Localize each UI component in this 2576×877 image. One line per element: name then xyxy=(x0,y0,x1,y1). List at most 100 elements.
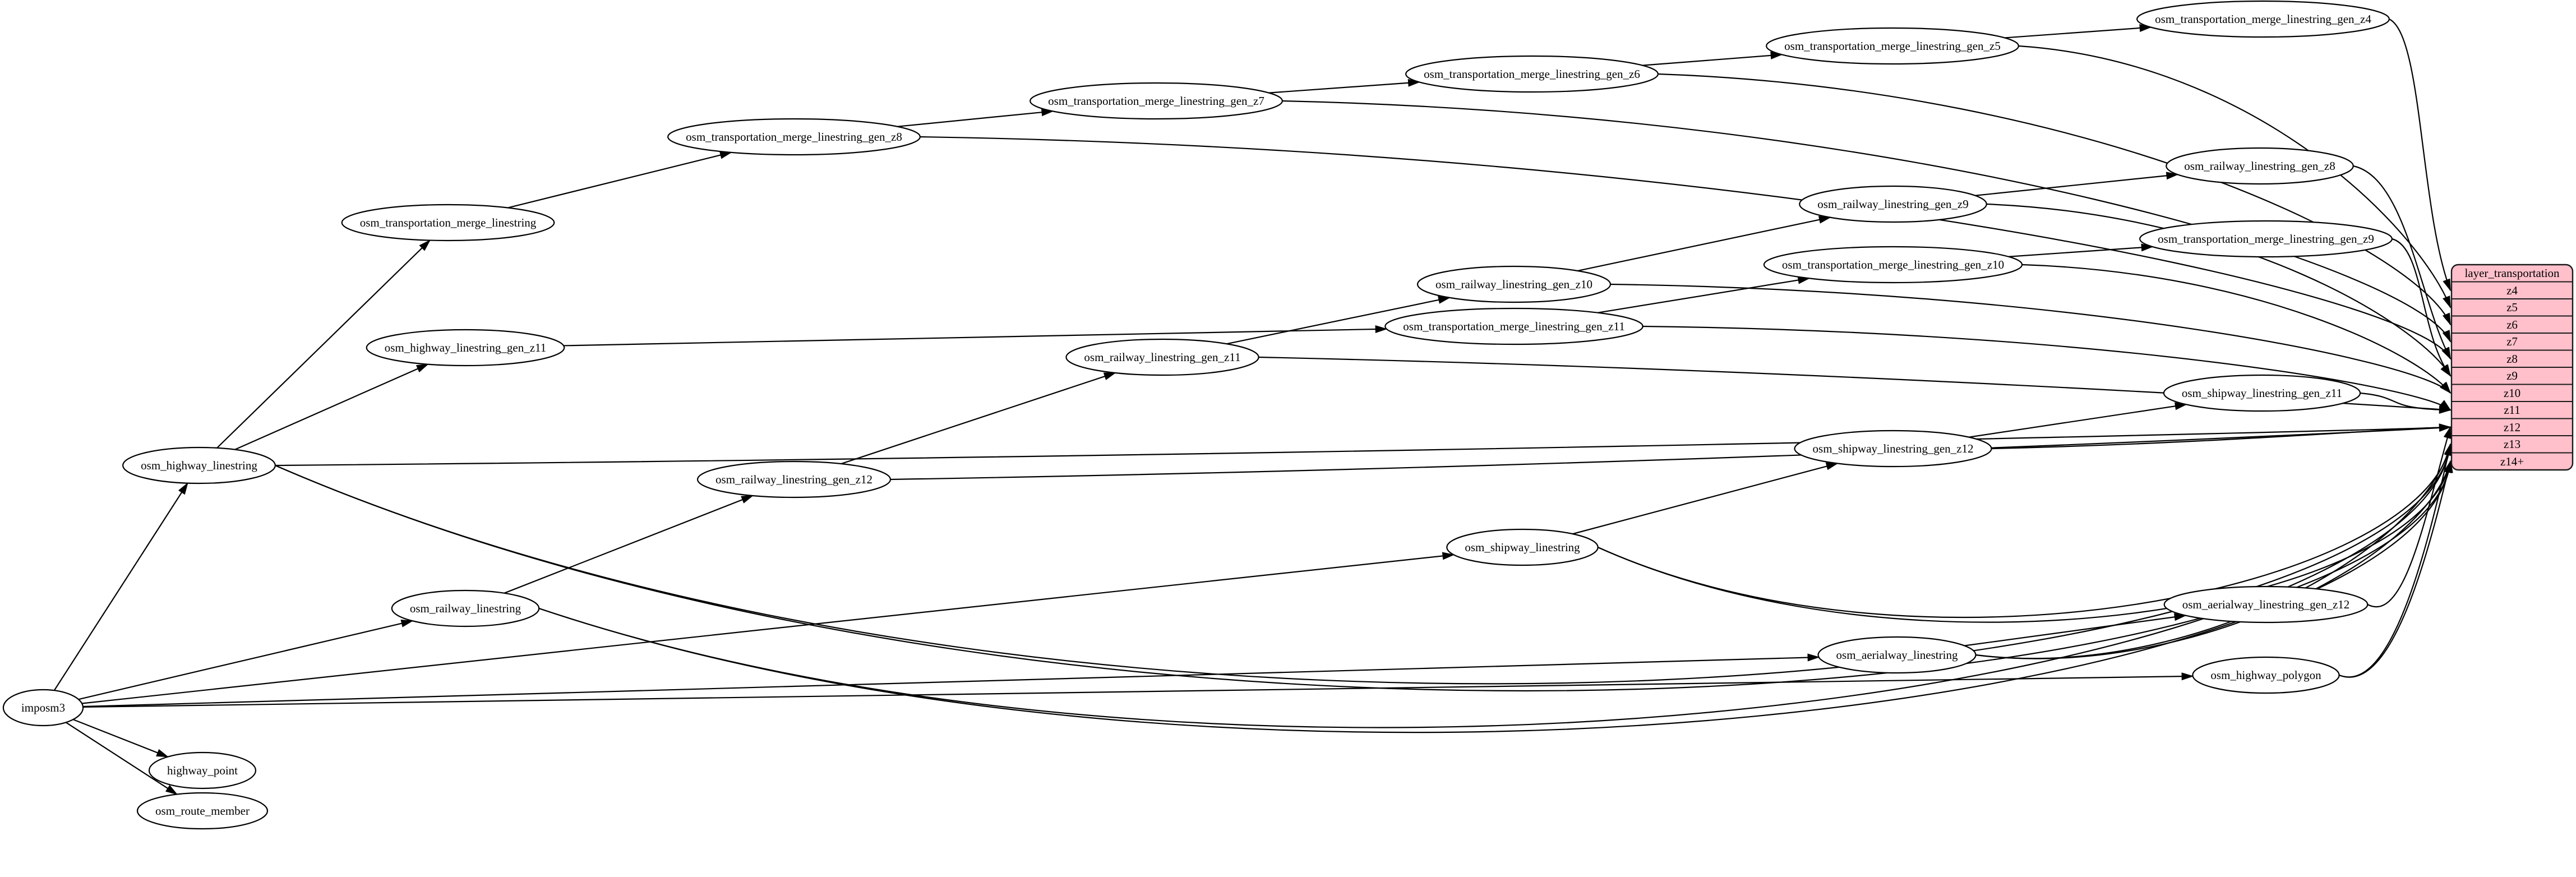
table-row-z13: z13 xyxy=(2504,437,2520,451)
node-ellipse xyxy=(122,446,276,484)
node-imposm3: imposm3 xyxy=(2,689,84,727)
table-row-z11: z11 xyxy=(2504,403,2520,417)
edge-osm_transportation_merge_linestring_gen_z5-to-osm_transportation_merge_linestring_gen_z4 xyxy=(2005,24,2152,39)
edge-osm_highway_polygon-to-row-z14+ xyxy=(2339,460,2452,678)
edge-osm_transportation_merge_linestring_gen_z7-to-row-z7 xyxy=(1282,100,2452,343)
edge-osm_railway_linestring_gen_z11-to-osm_railway_linestring_gen_z10 xyxy=(1226,296,1451,345)
edge-osm_highway_linestring-to-row-z14+ xyxy=(275,460,2453,692)
edge-imposm3-to-osm_highway_linestring xyxy=(53,482,188,691)
table-row-z14: z14+ xyxy=(2500,455,2524,468)
edge-osm_transportation_merge_linestring_gen_z6-to-osm_transportation_merge_linestring_gen_z5 xyxy=(1642,51,1783,66)
edge-imposm3-to-osm_route_member xyxy=(65,722,178,795)
node-ellipse xyxy=(2139,220,2393,258)
node-ellipse xyxy=(1766,27,2019,65)
node-ellipse xyxy=(391,589,540,627)
node-label: osm_highway_linestring xyxy=(141,459,257,472)
node-ellipse xyxy=(1446,528,1599,566)
node-label: osm_transportation_merge_linestring_gen_… xyxy=(1782,258,2004,271)
edge-osm_shipway_linestring_gen_z12-to-osm_shipway_linestring_gen_z11 xyxy=(1969,402,2187,438)
node-ellipse xyxy=(2163,374,2361,412)
node-osm-railway-linestring-gen-z8: osm_railway_linestring_gen_z8 xyxy=(2166,147,2354,185)
node-ellipse xyxy=(1794,430,1992,468)
edge-osm_railway_linestring_gen_z11-to-row-z11 xyxy=(1258,356,2452,413)
edge-imposm3-to-osm_railway_linestring xyxy=(78,619,414,700)
node-label: osm_railway_linestring_gen_z12 xyxy=(715,473,872,486)
edge-imposm3-to-osm_highway_polygon xyxy=(83,672,2194,708)
node-label: osm_aerialway_linestring_gen_z12 xyxy=(2182,598,2350,611)
node-osm-transportation-merge-linestring-gen-z9: osm_transportation_merge_linestring_gen_… xyxy=(2139,220,2393,258)
node-osm-shipway-linestring-gen-z11: osm_shipway_linestring_gen_z11 xyxy=(2163,374,2361,412)
node-ellipse xyxy=(1030,82,1283,120)
node-osm-transportation-merge-linestring-gen-z6: osm_transportation_merge_linestring_gen_… xyxy=(1405,55,1659,93)
node-ellipse xyxy=(1065,338,1259,376)
node-label: osm_railway_linestring_gen_z10 xyxy=(1435,278,1592,291)
node-osm-transportation-merge-linestring: osm_transportation_merge_linestring xyxy=(341,204,555,242)
node-ellipse xyxy=(2192,656,2340,694)
edge-osm_railway_linestring_gen_z9-to-osm_railway_linestring_gen_z8 xyxy=(1975,172,2179,196)
node-label: osm_transportation_merge_linestring_gen_… xyxy=(1424,67,1640,81)
edge-osm_shipway_linestring-to-osm_shipway_linestring_gen_z12 xyxy=(1572,462,1839,535)
node-label: osm_railway_linestring xyxy=(410,602,521,615)
node-osm-transportation-merge-linestring-gen-z8: osm_transportation_merge_linestring_gen_… xyxy=(667,118,921,156)
edge-osm_aerialway_linestring-to-row-z13 xyxy=(1975,443,2452,659)
table-header: layer_transportation xyxy=(2464,266,2560,280)
node-label: osm_railway_linestring_gen_z11 xyxy=(1084,350,1240,364)
node-osm-railway-linestring-gen-z9: osm_railway_linestring_gen_z9 xyxy=(1799,185,1987,223)
table-row-z12: z12 xyxy=(2504,421,2520,434)
edge-osm_transportation_merge_linestring_gen_z9-to-row-z9 xyxy=(2392,238,2452,377)
edge-imposm3-to-osm_aerialway_linestring xyxy=(82,653,1820,708)
edge-osm_railway_linestring_gen_z12-to-osm_railway_linestring_gen_z11 xyxy=(841,372,1116,465)
edge-osm_transportation_merge_linestring_gen_z10-to-row-z10 xyxy=(2022,264,2452,394)
node-label: osm_highway_linestring_gen_z11 xyxy=(385,341,547,354)
node-osm-railway-linestring-gen-z12: osm_railway_linestring_gen_z12 xyxy=(696,460,892,498)
table-row-z10: z10 xyxy=(2504,386,2520,400)
node-ellipse xyxy=(1763,246,2023,284)
node-label: osm_railway_linestring_gen_z9 xyxy=(1817,197,1968,211)
node-label: osm_shipway_linestring xyxy=(1465,541,1580,554)
node-osm-transportation-merge-linestring-gen-z11: osm_transportation_merge_linestring_gen_… xyxy=(1384,307,1644,345)
edge-osm_aerialway_linestring_gen_z12-to-row-z12 xyxy=(2367,426,2452,608)
edge-imposm3-to-highway_point xyxy=(73,719,169,758)
node-layer: imposm3 highway_point osm_route_member o… xyxy=(2,0,2393,830)
node-ellipse xyxy=(1799,185,1987,223)
edge-osm_shipway_linestring_gen_z12-to-row-z12 xyxy=(1991,423,2452,450)
table-row-z4: z4 xyxy=(2506,284,2518,297)
node-osm-railway-linestring-gen-z11: osm_railway_linestring_gen_z11 xyxy=(1065,338,1259,376)
edge-osm_aerialway_linestring-to-osm_aerialway_linestring_gen_z12 xyxy=(1964,613,2187,647)
edge-osm_transportation_merge_linestring_gen_z7-to-osm_transportation_merge_linestring_gen_z6 xyxy=(1268,79,1421,94)
edge-osm_highway_linestring-to-row-z13 xyxy=(275,443,2453,685)
edge-osm_shipway_linestring-to-row-z13 xyxy=(1598,443,2452,618)
table-row-z5: z5 xyxy=(2506,301,2518,314)
node-osm-railway-linestring-gen-z10: osm_railway_linestring_gen_z10 xyxy=(1416,265,1612,303)
node-osm-transportation-merge-linestring-gen-z4: osm_transportation_merge_linestring_gen_… xyxy=(2136,0,2390,38)
node-label: osm_transportation_merge_linestring_gen_… xyxy=(1784,39,2001,53)
node-label: highway_point xyxy=(167,764,238,777)
table-row-z9: z9 xyxy=(2506,369,2518,382)
node-ellipse xyxy=(1817,636,1977,674)
node-label: osm_transportation_merge_linestring_gen_… xyxy=(1403,320,1624,333)
node-label: osm_railway_linestring_gen_z8 xyxy=(2184,159,2335,173)
node-osm-transportation-merge-linestring-gen-z10: osm_transportation_merge_linestring_gen_… xyxy=(1763,246,2023,284)
table-row-z6: z6 xyxy=(2506,318,2518,331)
node-label: osm_transportation_merge_linestring_gen_… xyxy=(1048,94,1264,108)
node-ellipse xyxy=(696,460,892,498)
edge-osm_railway_linestring-to-osm_railway_linestring_gen_z12 xyxy=(504,495,754,594)
table-row-z7: z7 xyxy=(2506,335,2518,348)
node-ellipse xyxy=(2136,0,2390,38)
node-ellipse xyxy=(1384,307,1644,345)
edge-osm_railway_linestring_gen_z8-to-row-z8 xyxy=(2353,165,2451,360)
edge-osm_railway_linestring_gen_z10-to-osm_railway_linestring_gen_z9 xyxy=(1577,215,1831,272)
node-ellipse xyxy=(1416,265,1612,303)
edge-osm_transportation_merge_linestring_gen_z4-to-row-z4 xyxy=(2389,19,2452,292)
node-ellipse xyxy=(2,689,84,727)
edge-osm_shipway_linestring_gen_z11-to-row-z11 xyxy=(2360,392,2452,414)
node-ellipse xyxy=(136,792,269,830)
edge-osm_highway_linestring-to-osm_highway_linestring_gen_z11 xyxy=(234,363,429,450)
node-label: osm_highway_polygon xyxy=(2210,668,2321,682)
edge-osm_highway_linestring_gen_z11-to-osm_transportation_merge_linestring_gen_z11 xyxy=(564,325,1388,347)
edge-osm_transportation_merge_linestring_gen_z6-to-row-z6 xyxy=(1658,73,2452,326)
node-osm-highway-linestring-gen-z11: osm_highway_linestring_gen_z11 xyxy=(366,329,565,367)
node-highway-point: highway_point xyxy=(148,751,257,790)
edge-osm_shipway_linestring-to-row-z14+ xyxy=(1598,460,2452,623)
edge-osm_transportation_merge_linestring-to-osm_transportation_merge_linestring_gen_z8 xyxy=(507,151,733,209)
